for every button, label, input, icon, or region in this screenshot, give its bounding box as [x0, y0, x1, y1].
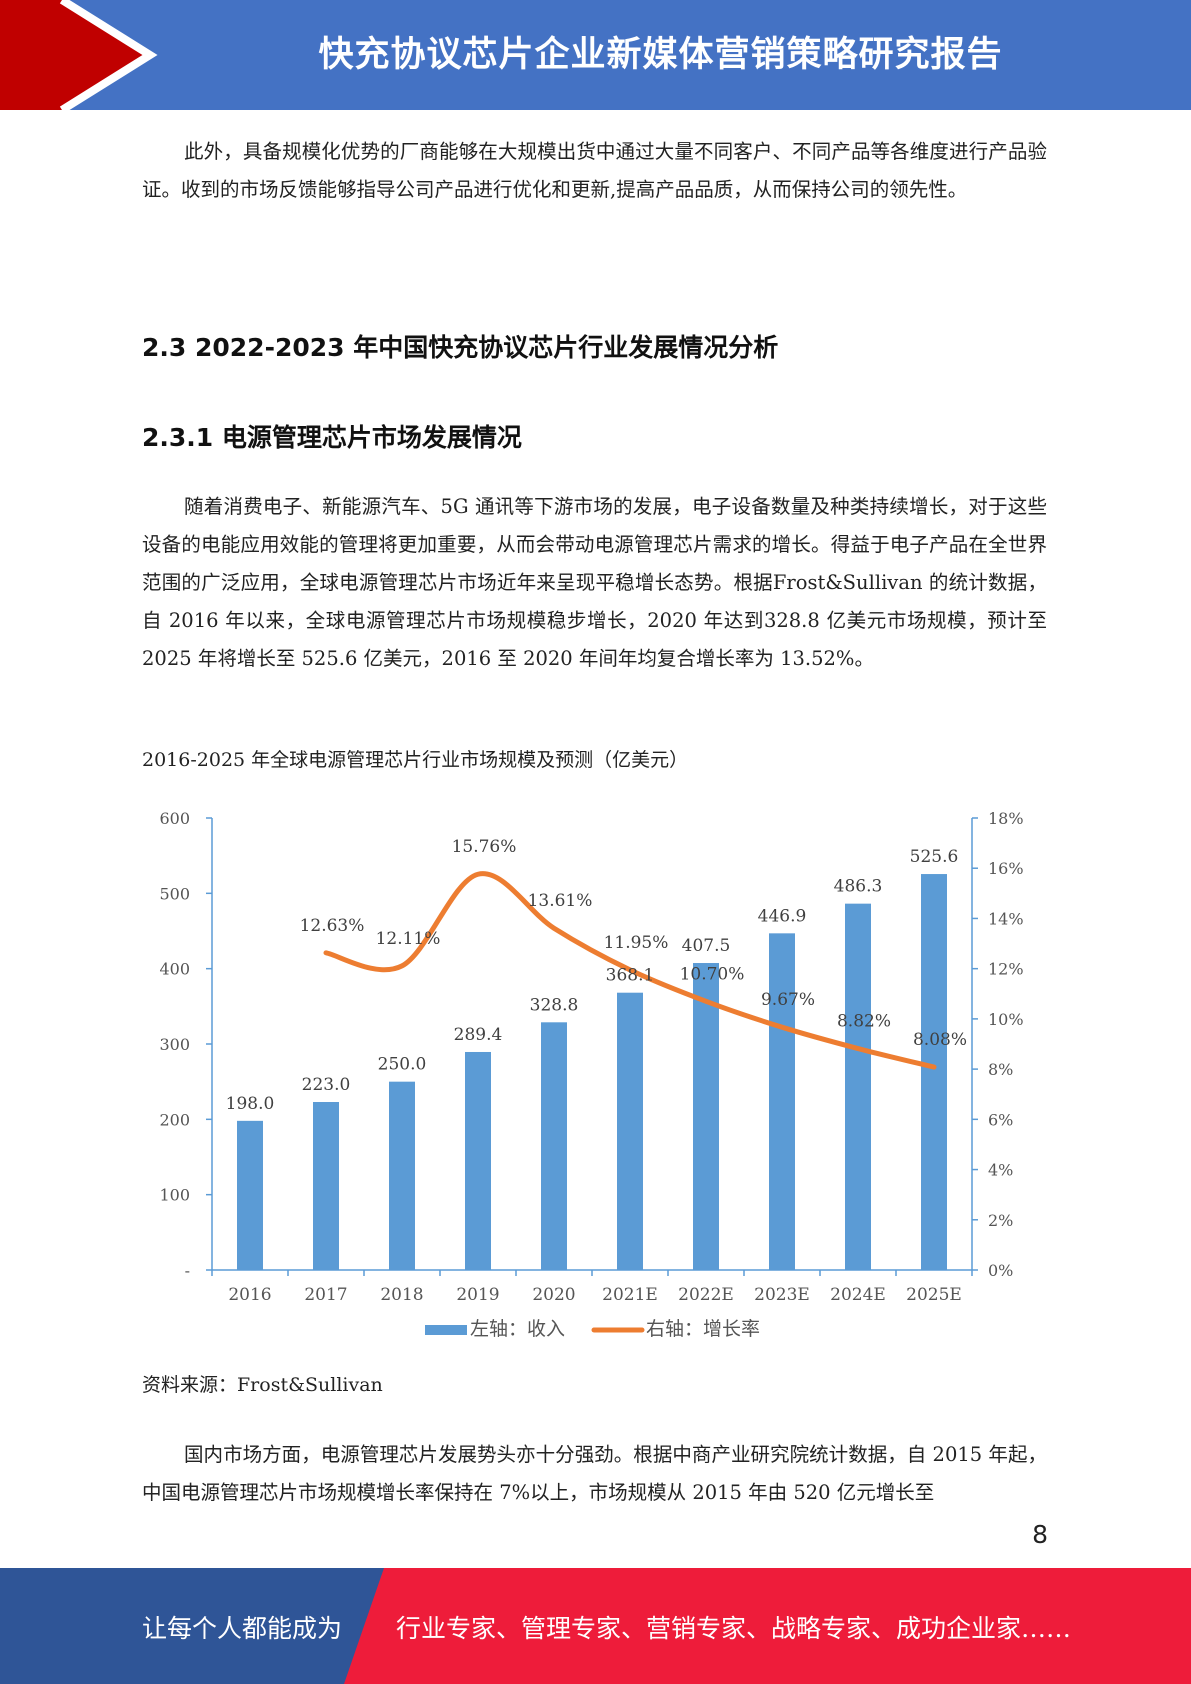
x-axis-tick-label: 2020	[532, 1285, 575, 1305]
bar-revenue	[769, 933, 795, 1270]
bar-data-label: 250.0	[378, 1055, 427, 1075]
header-chevron-decoration	[0, 0, 158, 110]
line-data-label: 15.76%	[452, 837, 517, 857]
x-axis-tick-label: 2019	[456, 1285, 499, 1305]
bar-revenue	[237, 1120, 263, 1270]
x-axis-tick-label: 2021E	[602, 1285, 658, 1305]
x-axis-tick-label: 2018	[380, 1285, 423, 1305]
source-note: 资料来源：Frost&Sullivan	[142, 1374, 383, 1396]
footer-blue-panel	[0, 1568, 384, 1684]
paragraph-domestic-market: 国内市场方面，电源管理芯片发展势头亦十分强劲。根据中商产业研究院统计数据，自 2…	[142, 1443, 1047, 1504]
right-axis-tick-label: 8%	[988, 1060, 1013, 1079]
section-heading-2-3-1: 2.3.1 电源管理芯片市场发展情况	[142, 423, 522, 452]
left-axis-tick-label: 300	[159, 1035, 190, 1054]
bar-revenue	[693, 963, 719, 1270]
bar-data-label: 525.6	[910, 847, 959, 867]
right-axis-tick-label: 14%	[988, 909, 1024, 928]
paragraph-power-management-market: 随着消费电子、新能源汽车、5G 通讯等下游市场的发展，电子设备数量及种类持续增长…	[142, 495, 1047, 670]
bar-data-label: 446.9	[758, 906, 807, 926]
x-axis-tick-label: 2017	[304, 1285, 347, 1305]
line-data-label: 12.63%	[300, 916, 365, 936]
left-axis-tick-label: 600	[159, 809, 190, 828]
bar-data-label: 486.3	[834, 877, 883, 897]
legend-line-label: 右轴：增长率	[646, 1318, 760, 1340]
bar-data-label: 368.1	[606, 966, 655, 986]
left-axis-tick-label: 400	[159, 960, 190, 979]
right-axis-tick-label: 16%	[988, 859, 1024, 878]
line-data-label: 11.95%	[604, 933, 669, 953]
bar-revenue	[845, 903, 871, 1270]
bar-revenue	[313, 1102, 339, 1270]
right-axis-tick-label: 0%	[988, 1261, 1013, 1280]
left-axis-tick-label: 500	[159, 884, 190, 903]
page-header: 快充协议芯片企业新媒体营销策略研究报告	[0, 0, 1191, 110]
line-data-label: 8.82%	[837, 1012, 891, 1032]
bar-data-label: 328.8	[530, 995, 579, 1015]
footer-slogan-left: 让每个人都能成为	[142, 1614, 343, 1643]
x-axis-tick-label: 2016	[228, 1285, 271, 1305]
bar-data-label: 198.0	[226, 1094, 275, 1114]
footer-slogan-right: 行业专家、管理专家、营销专家、战略专家、成功企业家……	[396, 1614, 1072, 1643]
left-axis-tick-label: -	[185, 1261, 190, 1280]
bar-data-label: 407.5	[682, 936, 731, 956]
line-growth-rate	[323, 871, 937, 1070]
right-axis-tick-label: 10%	[988, 1010, 1024, 1029]
paragraph-scale-advantage: 此外，具备规模化优势的厂商能够在大规模出货中通过大量不同客户、不同产品等各维度进…	[142, 140, 1047, 201]
line-data-label: 10.70%	[680, 964, 745, 984]
x-axis-tick-label: 2025E	[906, 1285, 962, 1305]
bar-data-label: 223.0	[302, 1075, 351, 1095]
x-axis-tick-label: 2022E	[678, 1285, 734, 1305]
x-axis-tick-label: 2024E	[830, 1285, 886, 1305]
report-title: 快充协议芯片企业新媒体营销策略研究报告	[318, 35, 1003, 75]
bar-revenue	[541, 1022, 567, 1270]
legend-bar-swatch	[425, 1325, 467, 1335]
bar-revenue	[617, 992, 643, 1270]
bar-revenue	[389, 1081, 415, 1270]
page-footer: 让每个人都能成为 行业专家、管理专家、营销专家、战略专家、成功企业家……	[0, 1568, 1191, 1684]
bar-data-label: 289.4	[454, 1025, 503, 1045]
line-data-label: 8.08%	[913, 1030, 967, 1050]
left-axis-tick-label: 200	[159, 1110, 190, 1129]
x-axis-tick-label: 2023E	[754, 1285, 810, 1305]
chart-caption: 2016-2025 年全球电源管理芯片行业市场规模及预测（亿美元）	[142, 749, 689, 771]
page-number: 8	[1032, 1520, 1048, 1549]
right-axis-tick-label: 18%	[988, 809, 1024, 828]
bar-revenue	[465, 1051, 491, 1270]
left-axis-tick-label: 100	[159, 1186, 190, 1205]
section-heading-2-3: 2.3 2022-2023 年中国快充协议芯片行业发展情况分析	[142, 333, 779, 362]
line-data-label: 9.67%	[761, 990, 815, 1010]
line-data-label: 12.11%	[376, 929, 441, 949]
bar-revenue	[921, 874, 947, 1270]
line-data-label: 13.61%	[528, 891, 593, 911]
legend-bar-label: 左轴：收入	[470, 1318, 565, 1340]
right-axis-tick-label: 12%	[988, 960, 1024, 979]
right-axis-tick-label: 4%	[988, 1161, 1013, 1180]
market-size-chart: - 100 200 300 400 500 600 0% 2% 4% 6% 8% 10% 12% 14% 16…	[159, 809, 1024, 1340]
right-axis-tick-label: 2%	[988, 1211, 1013, 1230]
right-axis-tick-label: 6%	[988, 1110, 1013, 1129]
